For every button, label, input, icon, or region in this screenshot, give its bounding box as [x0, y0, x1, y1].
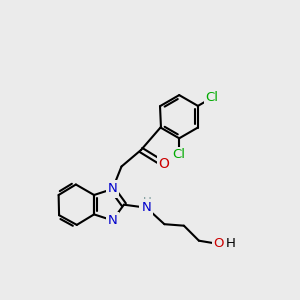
Text: Cl: Cl: [206, 91, 219, 104]
Text: Cl: Cl: [173, 148, 186, 161]
Text: N: N: [142, 201, 151, 214]
Text: O: O: [159, 157, 170, 170]
Text: H: H: [226, 237, 235, 250]
Text: H: H: [143, 196, 152, 209]
Text: N: N: [108, 182, 117, 196]
Text: O: O: [213, 237, 224, 250]
Text: N: N: [108, 214, 117, 227]
